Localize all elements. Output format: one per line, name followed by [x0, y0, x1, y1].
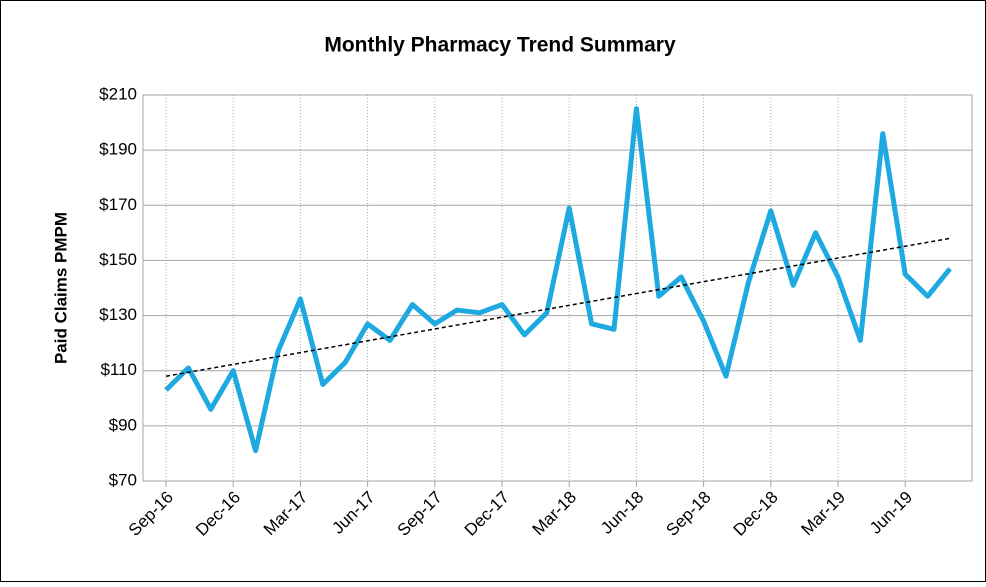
- plot-frame: [142, 94, 973, 482]
- y-tick-label: $190: [99, 140, 137, 159]
- data-line: [164, 106, 952, 454]
- y-tick-label: $110: [100, 360, 137, 379]
- y-tick-label: $90: [109, 415, 137, 434]
- y-tick-label: $210: [99, 84, 137, 103]
- y-tick-label: $150: [99, 250, 137, 269]
- y-axis-label: Paid Claims PMPM: [51, 212, 70, 364]
- chart-title: Monthly Pharmacy Trend Summary: [324, 34, 676, 57]
- y-tick-label: $130: [99, 305, 137, 324]
- y-tick-label: $170: [99, 195, 137, 214]
- y-tick-label: $70: [109, 470, 137, 489]
